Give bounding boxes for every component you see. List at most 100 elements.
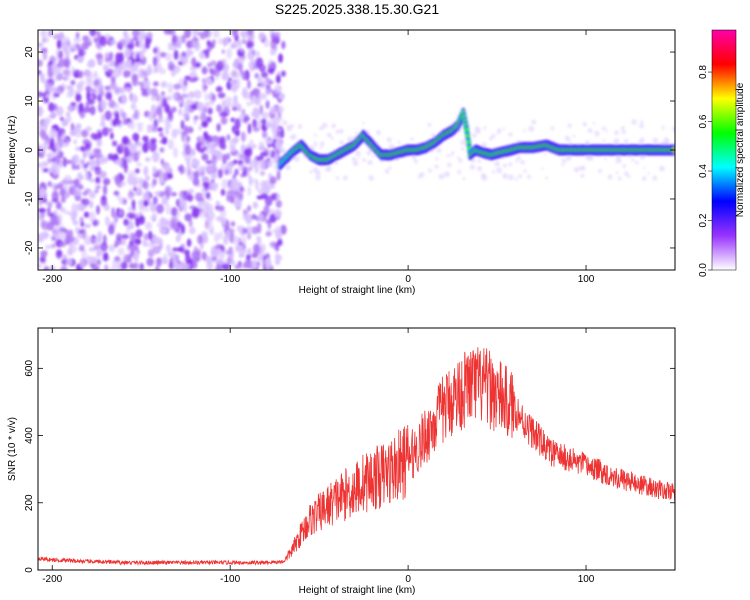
spectrogram-haze-cell xyxy=(613,138,620,144)
spectrogram-noise-cell xyxy=(160,81,168,88)
spectrogram-noise-cell xyxy=(100,199,108,207)
spectrogram-noise-cell xyxy=(184,144,192,156)
spectrogram-noise-cell xyxy=(260,92,267,100)
spectrogram-noise-cell xyxy=(38,233,42,243)
spectrogram-noise-cell xyxy=(276,170,281,181)
spectrogram-noise-cell xyxy=(132,151,140,162)
spectrogram-noise-cell xyxy=(78,232,83,239)
spectrogram-haze-cell xyxy=(330,136,334,140)
spectrogram-noise-cell xyxy=(70,122,75,131)
spectrogram-noise-cell xyxy=(81,249,87,261)
spectrogram-noise-cell xyxy=(47,157,53,164)
spectrogram-noise-cell xyxy=(167,42,172,51)
spectrogram-haze-cell xyxy=(594,130,600,137)
spectrogram-noise-cell xyxy=(197,31,205,36)
spectrogram-haze-cell xyxy=(567,123,572,128)
spectrogram-noise-cell xyxy=(81,159,85,165)
snr-panel: -200 -100 0 100 0 200 400 600 Height of straigh… xyxy=(7,327,676,596)
spectrogram-noise-cell xyxy=(241,236,247,247)
snr-ytick-label: 400 xyxy=(24,427,35,444)
spectrogram-noise-cell xyxy=(245,254,251,261)
spectrogram-ytick-label: -20 xyxy=(24,240,35,255)
spectrogram-noise-cell xyxy=(231,106,238,111)
spectrogram-haze-cell xyxy=(604,157,607,161)
spectrogram-noise-cell xyxy=(218,231,224,240)
spectrogram-noise-cell xyxy=(224,38,230,45)
spectrogram-haze-cell xyxy=(451,151,455,155)
spectrogram-noise-cell xyxy=(157,127,164,132)
spectrogram-noise-cell xyxy=(201,153,209,161)
spectrogram-noise-cell xyxy=(57,52,64,59)
figure-title: S225.2025.338.15.30.G21 xyxy=(275,1,439,17)
spectrogram-noise-cell xyxy=(130,103,137,110)
spectrogram-noise-cell xyxy=(175,234,181,243)
spectrogram-haze-cell xyxy=(639,137,645,143)
spectrogram-noise-cell xyxy=(164,52,173,61)
spectrogram-noise-cell xyxy=(265,231,272,237)
spectrogram-haze-cell xyxy=(496,131,500,135)
spectrogram-noise-cell xyxy=(229,79,234,85)
spectrogram-noise-cell xyxy=(254,50,260,58)
spectrogram-noise-cell xyxy=(211,38,216,45)
spectrogram-noise-cell xyxy=(83,235,92,246)
spectrogram-noise-cell xyxy=(143,233,150,241)
spectrogram-haze-cell xyxy=(471,133,477,138)
spectrogram-noise-cell xyxy=(116,65,122,73)
spectrogram-noise-cell xyxy=(153,118,159,128)
spectrogram-noise-cell xyxy=(89,236,94,245)
spectrogram-noise-cell xyxy=(159,147,165,153)
spectrogram-haze-cell xyxy=(375,130,381,136)
spectrogram-noise-cell xyxy=(219,142,223,149)
spectrogram-noise-cell xyxy=(47,168,54,173)
spectrogram-noise-cell xyxy=(173,147,178,159)
spectrogram-noise-cell xyxy=(50,215,56,226)
spectrogram-haze-cell xyxy=(443,171,450,178)
spectrogram-noise-cell xyxy=(134,238,142,245)
spectrogram-haze-cell xyxy=(605,130,609,133)
spectrogram-noise-cell xyxy=(177,246,184,253)
spectrogram-haze-cell xyxy=(331,123,337,129)
spectrogram-haze-cell xyxy=(367,159,373,166)
spectrogram-noise-cell xyxy=(69,43,78,53)
spectrogram-haze-cell xyxy=(573,166,580,173)
spectrogram-haze-cell xyxy=(436,147,442,153)
spectrogram-haze-cell xyxy=(523,128,526,132)
spectrogram-noise-cell xyxy=(188,226,196,235)
spectrogram-noise-cell xyxy=(56,250,63,258)
spectrogram-noise-cell xyxy=(74,178,79,188)
spectrogram-xtick-label: 0 xyxy=(405,274,411,285)
spectrogram-haze-cell xyxy=(602,139,606,142)
spectrogram-noise-cell xyxy=(127,244,134,250)
spectrogram-noise-cell xyxy=(120,112,127,119)
spectrogram-noise-cell xyxy=(55,201,62,210)
spectrogram-noise-cell xyxy=(131,175,140,185)
spectrogram-haze-cell xyxy=(339,140,344,145)
spectrogram-haze-cell xyxy=(624,171,629,176)
spectrogram-noise-cell xyxy=(225,101,232,108)
spectrogram-noise-cell xyxy=(83,211,90,218)
spectrogram-noise-cell xyxy=(75,93,82,102)
spectrogram-noise-cell xyxy=(65,111,71,119)
spectrogram-haze-cell xyxy=(601,126,607,131)
spectrogram-noise-cell xyxy=(217,38,224,45)
spectrogram-noise-cell xyxy=(259,170,266,176)
spectrogram-noise-cell xyxy=(224,96,233,103)
spectrogram-haze-cell xyxy=(352,160,359,167)
spectrogram-noise-cell xyxy=(110,39,117,45)
spectrogram-noise-cell xyxy=(175,128,182,135)
spectrogram-noise-cell xyxy=(269,176,277,185)
spectrogram-noise-cell xyxy=(252,243,260,254)
spectrogram-noise-cell xyxy=(170,206,178,217)
spectrogram-noise-cell xyxy=(56,39,62,50)
spectrogram-noise-cell xyxy=(47,202,53,208)
spectrogram-haze-cell xyxy=(291,137,295,140)
spectrogram-noise-cell xyxy=(211,93,216,102)
spectrogram-noise-cell xyxy=(96,30,101,37)
spectrogram-haze-cell xyxy=(314,134,317,137)
spectrogram-noise-cell xyxy=(241,108,246,115)
spectrogram-noise-cell xyxy=(260,71,269,78)
spectrogram-noise-cell xyxy=(137,81,145,86)
spectrogram-noise-cell xyxy=(73,139,77,145)
snr-xtick-label: -100 xyxy=(220,574,240,585)
spectrogram-noise-cell xyxy=(45,93,50,99)
